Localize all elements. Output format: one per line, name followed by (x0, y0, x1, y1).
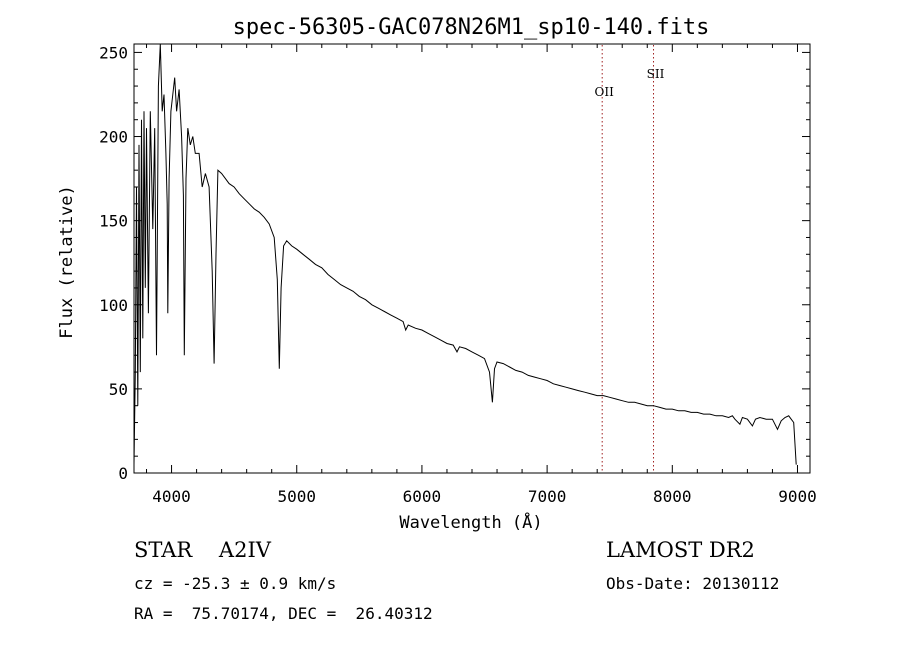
object-class: STAR A2IV (134, 538, 271, 562)
spectrum-line (133, 43, 797, 465)
plot-frame (133, 43, 811, 474)
x-tick-label: 7000 (528, 487, 567, 506)
y-tick-label: 200 (99, 128, 128, 147)
y-axis-label: Flux (relative) (57, 185, 77, 339)
chart-title: spec-56305-GAC078N26M1_sp10-140.fits (233, 15, 710, 40)
x-axis-label: Wavelength (Å) (399, 511, 542, 533)
y-tick-label: 100 (99, 296, 128, 315)
x-tick-label: 4000 (152, 487, 191, 506)
survey-name: LAMOST DR2 (606, 538, 755, 562)
x-tick-label: 9000 (778, 487, 817, 506)
y-tick-label: 0 (118, 464, 128, 483)
emission-line-markers: OII SII (595, 45, 665, 472)
x-tick-label: 5000 (277, 487, 316, 506)
y-tick-label: 150 (99, 212, 128, 231)
axis-ticks: 4000 5000 6000 7000 8000 9000 0 50 100 150 200 250 (99, 43, 817, 506)
ra-dec: RA = 75.70174, DEC = 26.40312 (134, 604, 433, 623)
line-marker-label: SII (647, 67, 665, 81)
x-tick-label: 8000 (653, 487, 692, 506)
x-tick-label: 6000 (403, 487, 442, 506)
y-tick-label: 50 (109, 380, 128, 399)
y-tick-label: 250 (99, 43, 128, 62)
line-marker-label: OII (595, 85, 615, 99)
obs-date: Obs-Date: 20130112 (606, 574, 780, 593)
redshift-cz: cz = -25.3 ± 0.9 km/s (134, 574, 337, 593)
